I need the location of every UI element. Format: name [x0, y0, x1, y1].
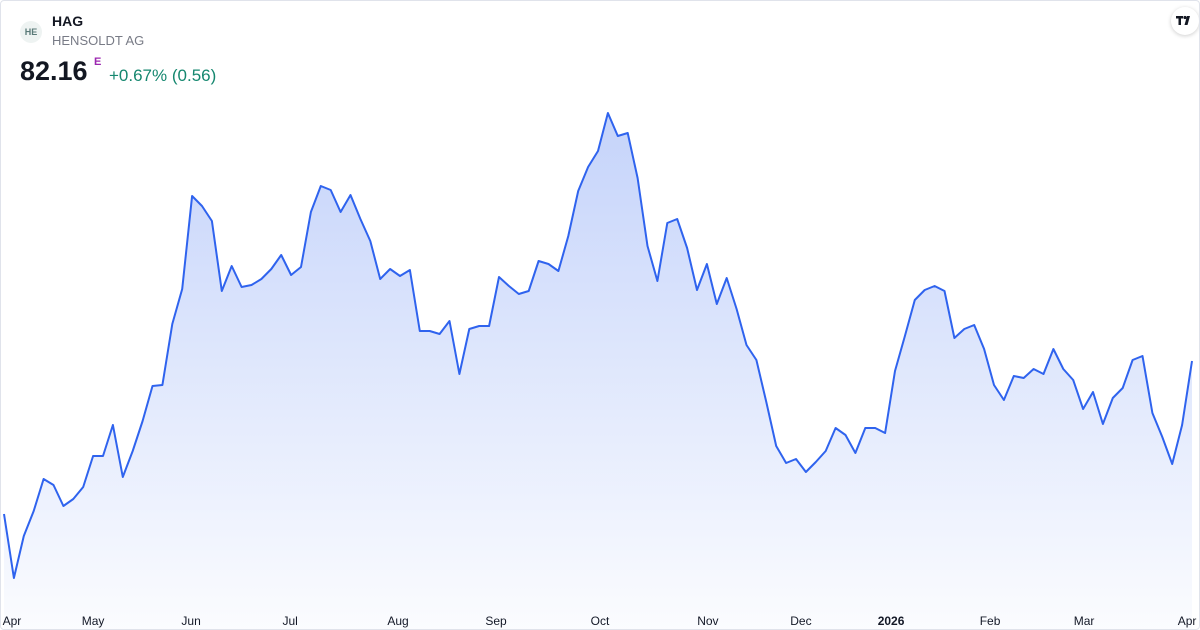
price-flag: E — [94, 56, 102, 68]
tradingview-logo[interactable] — [1171, 7, 1199, 35]
logo: HE — [20, 21, 42, 43]
price: 82.16 — [20, 56, 88, 86]
company-name: HENSOLDT AG — [52, 33, 145, 48]
area-fill — [4, 113, 1192, 629]
symbol[interactable]: HAG — [52, 13, 84, 29]
price-change: +0.67% (0.56) — [109, 66, 217, 85]
price-line — [3, 112, 1193, 579]
tv-icon — [1176, 15, 1190, 25]
